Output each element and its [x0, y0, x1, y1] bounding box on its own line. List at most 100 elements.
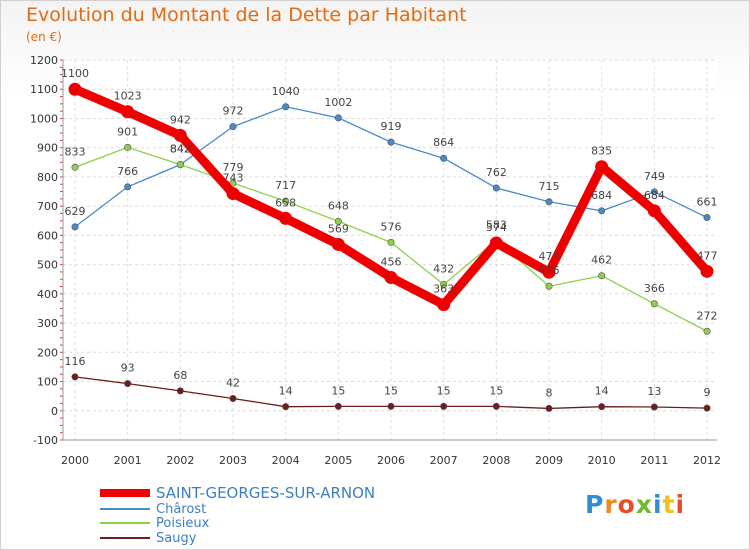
data-label: 1100: [61, 67, 89, 80]
y-tick-label: 800: [37, 171, 58, 184]
data-label: 272: [697, 309, 718, 322]
data-label: 456: [381, 255, 402, 268]
data-label: 462: [591, 254, 612, 267]
y-tick-label: 1200: [30, 54, 58, 67]
data-label: 942: [170, 113, 191, 126]
data-label: 8: [546, 386, 553, 399]
y-tick-label: 900: [37, 142, 58, 155]
data-label: 743: [223, 172, 244, 185]
x-tick-label: 2003: [219, 454, 247, 467]
data-point: [334, 217, 342, 225]
data-label: 833: [65, 145, 86, 158]
data-label: 661: [697, 196, 718, 209]
data-point: [545, 404, 553, 412]
data-label: 93: [121, 362, 135, 375]
data-label: 1023: [114, 90, 142, 103]
data-label: 426: [539, 264, 560, 277]
data-label: 9: [704, 386, 711, 399]
data-label: 762: [486, 166, 507, 179]
data-point: [229, 179, 237, 187]
data-label: 68: [173, 369, 187, 382]
data-label: 1040: [272, 85, 300, 98]
data-label: 15: [489, 384, 503, 397]
data-point: [176, 387, 184, 395]
data-label: 1002: [324, 96, 352, 109]
data-label: 864: [433, 136, 454, 149]
data-point: [703, 214, 711, 222]
data-point: [121, 105, 135, 119]
data-point: [492, 402, 500, 410]
data-label: 835: [591, 145, 612, 158]
x-tick-label: 2004: [272, 454, 300, 467]
data-point: [71, 163, 79, 171]
data-point: [440, 154, 448, 162]
logo-letter: o: [617, 490, 636, 519]
data-point: [542, 265, 556, 279]
legend-item: Saugy: [100, 531, 196, 546]
data-label: 15: [437, 384, 451, 397]
proxiti-logo: Proxiti: [585, 490, 685, 519]
data-label: 14: [595, 385, 609, 398]
data-point: [598, 207, 606, 215]
legend-swatch: [100, 508, 150, 510]
data-label: 363: [433, 283, 454, 296]
data-point: [279, 211, 293, 225]
data-label: 432: [433, 262, 454, 275]
data-point: [647, 204, 661, 218]
legend-swatch: [100, 489, 150, 497]
legend-item: Chârost: [100, 502, 206, 517]
data-label: 474: [539, 250, 560, 263]
x-tick-label: 2008: [482, 454, 510, 467]
data-point: [282, 103, 290, 111]
data-point: [545, 198, 553, 206]
y-tick-label: 500: [37, 259, 58, 272]
data-label: 583: [486, 218, 507, 231]
data-point: [387, 238, 395, 246]
y-tick-label: 1100: [30, 83, 58, 96]
data-label: 14: [279, 385, 293, 398]
data-label: 629: [65, 205, 86, 218]
data-point: [124, 143, 132, 151]
legend-swatch: [100, 537, 150, 539]
x-tick-label: 2009: [535, 454, 563, 467]
y-tick-label: 300: [37, 317, 58, 330]
data-label: 648: [328, 199, 349, 212]
data-point: [331, 237, 345, 251]
data-point: [226, 187, 240, 201]
data-point: [650, 300, 658, 308]
x-tick-label: 2002: [166, 454, 194, 467]
data-label: 13: [647, 385, 661, 398]
logo-letter: x: [635, 490, 653, 519]
data-point: [71, 373, 79, 381]
data-point: [489, 236, 503, 250]
data-point: [437, 298, 451, 312]
y-tick-label: 400: [37, 288, 58, 301]
data-point: [595, 160, 609, 174]
data-point: [387, 138, 395, 146]
legend-swatch: [100, 522, 150, 524]
y-tick-label: 1000: [30, 112, 58, 125]
x-tick-label: 2011: [640, 454, 668, 467]
x-tick-label: 2001: [114, 454, 142, 467]
data-point: [440, 402, 448, 410]
data-point: [545, 282, 553, 290]
data-point: [334, 114, 342, 122]
legend-item: Poisieux: [100, 515, 210, 531]
data-point: [703, 327, 711, 335]
data-point: [229, 123, 237, 131]
data-point: [384, 270, 398, 284]
y-tick-label: -100: [33, 434, 58, 447]
data-label: 919: [381, 120, 402, 133]
data-point: [598, 403, 606, 411]
data-point: [598, 272, 606, 280]
data-point: [68, 82, 82, 96]
y-tick-label: 600: [37, 229, 58, 242]
data-label: 366: [644, 282, 665, 295]
y-tick-label: 100: [37, 376, 58, 389]
chart-title: Evolution du Montant de la Dette par Hab…: [26, 4, 467, 26]
chart-subtitle: (en €): [26, 30, 62, 44]
data-label: 717: [275, 179, 296, 192]
legend-label: Poisieux: [156, 515, 210, 531]
data-point: [440, 280, 448, 288]
